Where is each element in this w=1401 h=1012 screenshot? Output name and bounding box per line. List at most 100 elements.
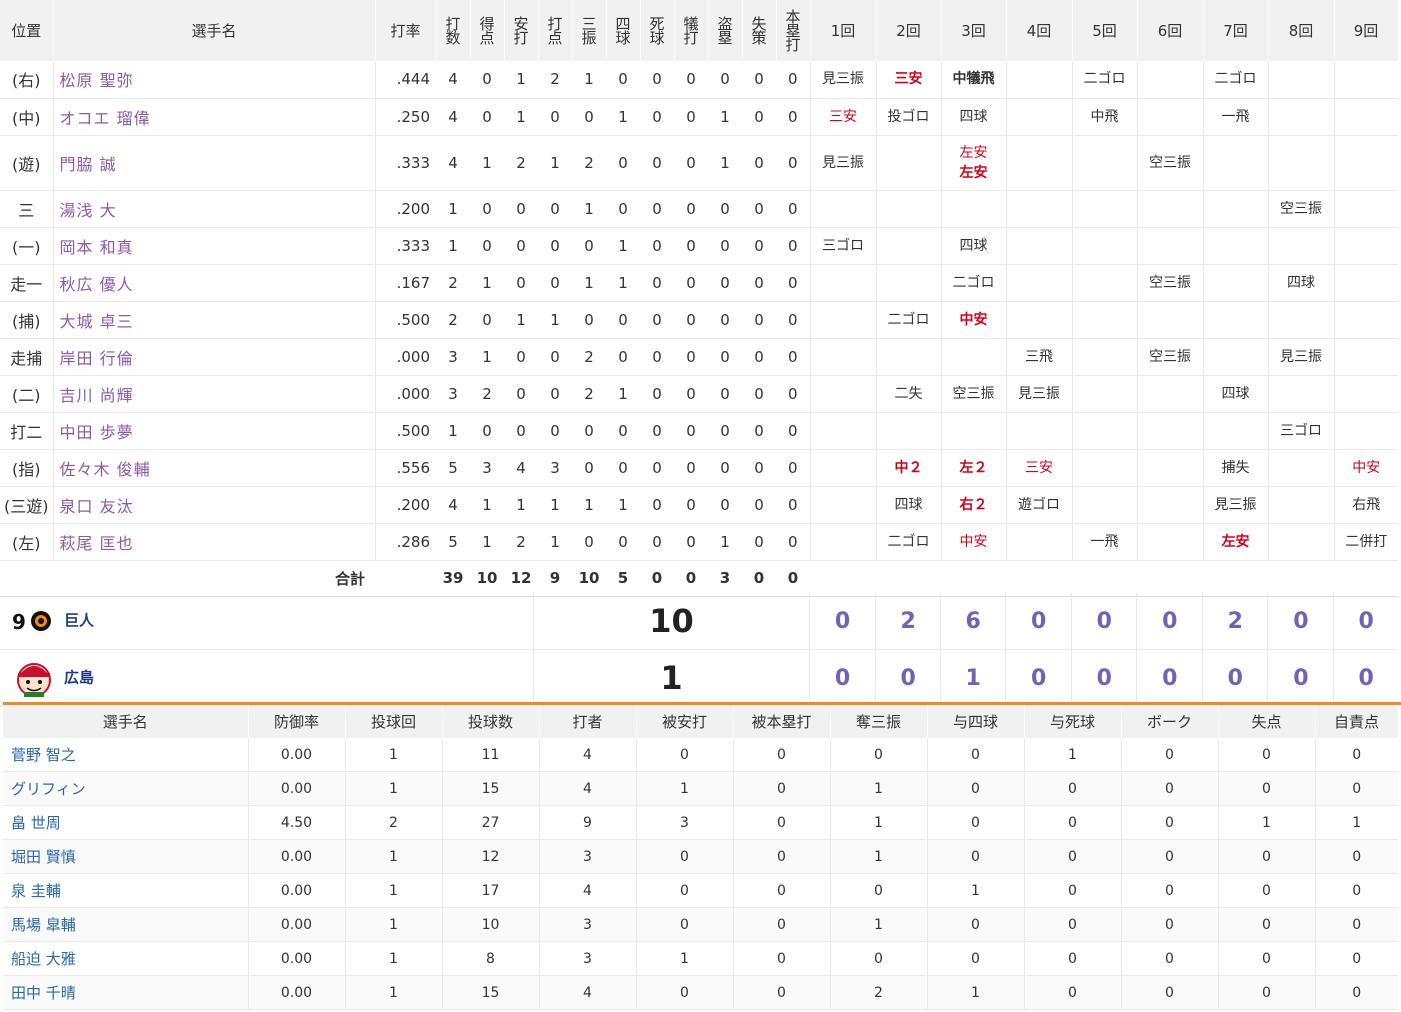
pitcher-name-link[interactable]: 船迫 大雅: [3, 941, 248, 976]
inning-result: [809, 301, 876, 339]
player-name-link[interactable]: 佐々木 俊輔: [52, 449, 376, 487]
inning-result: [1333, 375, 1398, 413]
empty-cell: [810, 560, 1398, 597]
batting-row: 三湯浅 大 .200 1 0 0 0 1 0 0 0 0 0 0 空三振: [0, 190, 1398, 228]
inning-result: [809, 449, 876, 487]
pitching-stat: 1: [926, 975, 1024, 1010]
inning-result: 空三振: [1267, 190, 1334, 228]
batting-stat: 0: [708, 412, 742, 450]
inning-result: [1333, 412, 1398, 450]
pitching-stat: 0.00: [247, 975, 345, 1010]
at-bat-result: 三飛: [1025, 348, 1053, 365]
batting-stat: 0: [504, 227, 538, 265]
player-name-link[interactable]: 松原 聖弥: [52, 61, 376, 99]
inning-score: 1: [940, 649, 1006, 707]
pitcher-name-link[interactable]: グリフィン: [3, 771, 248, 806]
inning-result: 三安: [809, 98, 876, 136]
pitcher-name-link[interactable]: 畠 世周: [3, 805, 248, 840]
pitching-stat: 1: [829, 805, 927, 840]
batting-stat: 0: [504, 375, 538, 413]
pitching-header: 与死球: [1024, 705, 1122, 738]
batting-stat: 1: [504, 98, 538, 136]
player-name-link[interactable]: 岸田 行倫: [52, 338, 376, 376]
pitcher-name-link[interactable]: 田中 千晴: [3, 975, 248, 1010]
batting-stat: 0: [504, 412, 538, 450]
at-bat-result: 二ゴロ: [887, 533, 930, 550]
batting-stat: 0: [572, 412, 606, 450]
inning-result: [1202, 264, 1268, 302]
batting-stat: 0: [470, 190, 504, 228]
batting-stat: 0: [606, 61, 640, 99]
batting-stat: 0: [674, 264, 708, 302]
batting-row: (右) 松原 聖弥 .444 4 0 1 2 1 0 0 0 0 0 0 見三振 三安 中犠飛 二ゴロ 二ゴロ: [0, 61, 1398, 99]
batting-stat: 1: [504, 61, 538, 99]
total-stat: 0: [674, 560, 708, 597]
player-name-link[interactable]: オコエ 瑠偉: [52, 98, 376, 136]
player-name-link[interactable]: 泉口 友汰: [52, 486, 376, 524]
at-bat-result: 四球: [959, 237, 988, 254]
batting-stat: 1: [436, 190, 470, 228]
batting-stat: 1: [470, 264, 504, 302]
player-name-link[interactable]: 大城 卓三: [52, 301, 376, 339]
pitching-stat: 0: [732, 738, 830, 772]
inning-result: 右２: [940, 486, 1006, 524]
pitching-body: 菅野 智之 0.00 1 11 4 0 0 0 0 1 0 0 0 グリフィン 0.00 1 15 4 1 0 1 0 0 0…: [3, 738, 1398, 1010]
batting-stat: 0: [538, 338, 572, 376]
inning-result: [1136, 61, 1203, 99]
pitcher-name-link[interactable]: 馬場 皐輔: [3, 907, 248, 942]
pitching-stat: 0: [1023, 873, 1121, 908]
pitcher-name-link[interactable]: 堀田 賢慎: [3, 839, 248, 874]
batting-row: (指) 佐々木 俊輔 .556 5 3 4 3 0 0 0 0 0 0 0 中２ 左２ 三安 捕失 中安: [0, 449, 1398, 487]
player-name-link[interactable]: 門脇 誠: [52, 135, 376, 191]
inning-result: [1267, 301, 1334, 339]
inning-result: 四球: [940, 98, 1006, 136]
at-bat-result: 二ゴロ: [887, 311, 930, 328]
inning-result: [1005, 98, 1072, 136]
inning-result: [1267, 135, 1334, 191]
inning-result: 二ゴロ: [1202, 61, 1268, 99]
batting-stat: 2: [572, 338, 606, 376]
inning-result: [940, 338, 1006, 376]
player-name-link[interactable]: 吉川 尚輝: [52, 375, 376, 413]
player-name-link[interactable]: 岡本 和真: [52, 227, 376, 265]
batting-average: .000: [375, 375, 436, 413]
header-hbp: 死球: [640, 0, 675, 61]
player-name-link[interactable]: 萩尾 匡也: [52, 523, 376, 561]
pitching-stat: 17: [441, 873, 539, 908]
batting-stat: 1: [504, 301, 538, 339]
total-stat: 39: [436, 560, 470, 597]
inning-score: 0: [1267, 649, 1334, 707]
batting-stat: 1: [606, 375, 640, 413]
batting-stat: 0: [640, 227, 674, 265]
pitching-stat: 0.00: [247, 941, 345, 976]
team-cell: 9 巨人: [0, 593, 534, 650]
batting-stat: 0: [504, 338, 538, 376]
at-bat-result: 三安: [894, 71, 923, 88]
batting-stat: 0: [674, 190, 708, 228]
pitcher-name-link[interactable]: 菅野 智之: [3, 738, 248, 772]
inning-result: 空三振: [940, 375, 1006, 413]
pitching-stat: 0: [732, 975, 830, 1010]
inning-result: [875, 338, 941, 376]
batting-average: .333: [375, 227, 436, 265]
player-name-link[interactable]: 中田 歩夢: [52, 412, 376, 450]
player-name-link[interactable]: 秋広 優人: [52, 264, 376, 302]
header-inning: 2回: [876, 0, 942, 61]
inning-result: 左安: [1202, 523, 1268, 561]
at-bat-result: 空三振: [1149, 154, 1191, 171]
inning-result: [1333, 98, 1398, 136]
inning-result: 捕失: [1202, 449, 1268, 487]
pitching-header: 投球数: [442, 705, 540, 738]
at-bat-result: 見三振: [1214, 496, 1257, 513]
at-bat-result: 四球: [894, 496, 923, 513]
pitching-stat: 8: [441, 941, 539, 976]
inning-result: [1202, 301, 1268, 339]
player-position: (捕): [0, 301, 53, 339]
player-position: (中): [0, 98, 53, 136]
inning-result: [1333, 227, 1398, 265]
player-name-link[interactable]: 湯浅 大: [52, 190, 376, 228]
pitching-stat: 0.00: [247, 873, 345, 908]
inning-score: 2: [1202, 593, 1268, 650]
pitching-stat: 0: [635, 975, 733, 1010]
pitcher-name-link[interactable]: 泉 圭輔: [3, 873, 248, 908]
